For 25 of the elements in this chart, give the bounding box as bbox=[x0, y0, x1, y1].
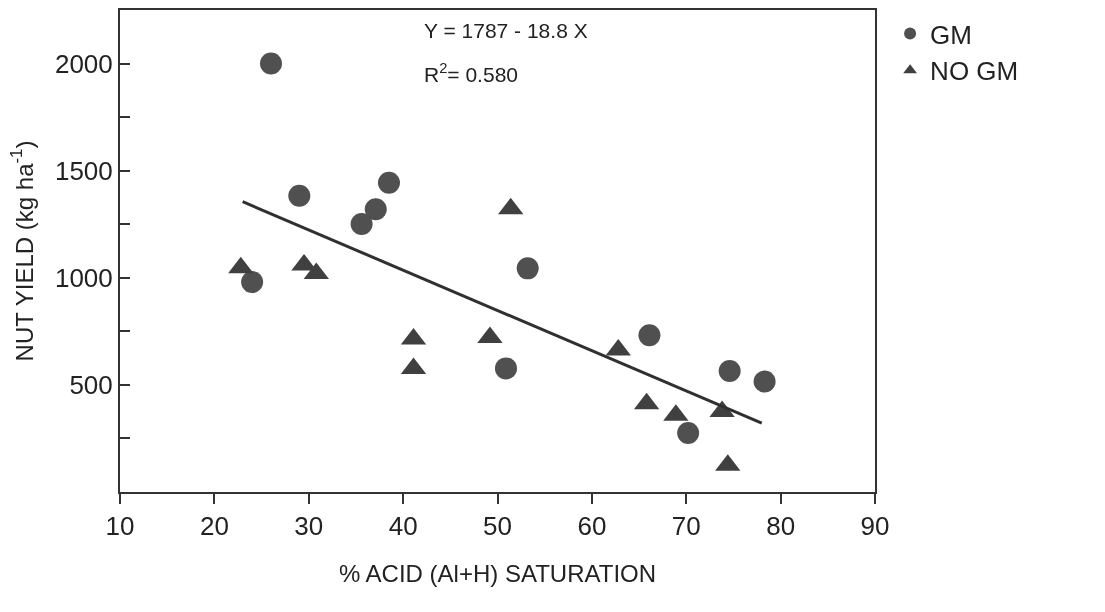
point bbox=[288, 184, 311, 207]
x-tick-label: 90 bbox=[860, 511, 890, 542]
x-tick-label: 60 bbox=[577, 511, 607, 542]
y-tick-label: 1000 bbox=[54, 262, 113, 293]
y-tick-label: 1500 bbox=[54, 155, 113, 186]
x-axis-title: % ACID (Al+H) SATURATION bbox=[338, 560, 657, 587]
point bbox=[350, 213, 373, 235]
point bbox=[377, 171, 400, 194]
x-tick-label: 10 bbox=[105, 511, 135, 542]
y-tick-label: 500 bbox=[69, 369, 113, 400]
point bbox=[718, 359, 741, 382]
x-tick-label: 20 bbox=[199, 511, 229, 542]
point bbox=[364, 198, 387, 221]
x-tick-label: 70 bbox=[671, 511, 701, 542]
legend-label: NO GM bbox=[930, 56, 1019, 87]
x-tick-label: 80 bbox=[766, 511, 796, 542]
x-tick-label: 30 bbox=[294, 511, 324, 542]
annotation: Y = 1787 - 18.8 X bbox=[424, 19, 588, 42]
annotation: R$^{2}$= 0.580 bbox=[424, 60, 518, 86]
point bbox=[260, 52, 282, 75]
x-tick-label: 50 bbox=[483, 511, 512, 542]
y-tick-label: 2000 bbox=[54, 48, 113, 79]
point bbox=[516, 257, 539, 280]
legend-label: GM bbox=[930, 19, 972, 50]
x-tick-label: 40 bbox=[388, 511, 418, 542]
